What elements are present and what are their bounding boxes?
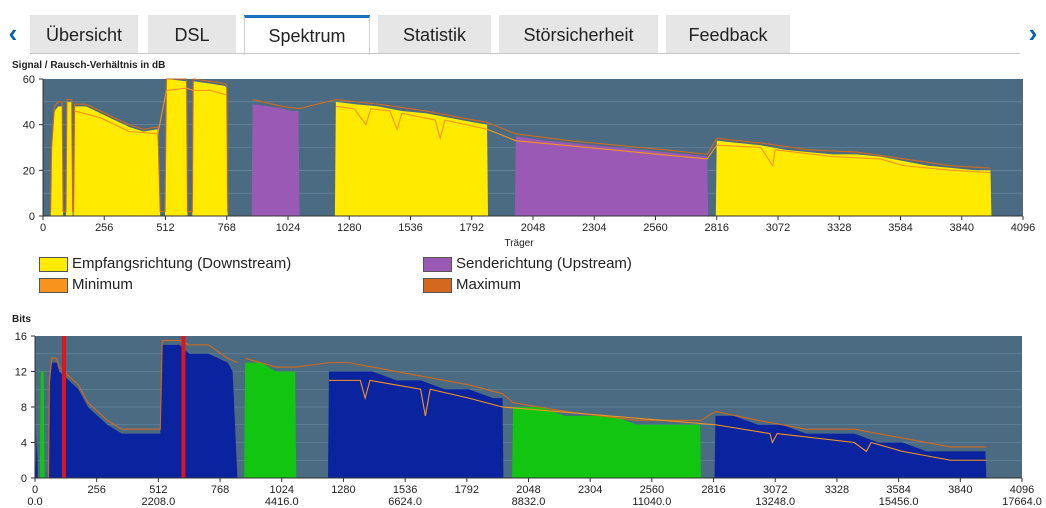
- tab-feedback[interactable]: Feedback: [666, 15, 790, 54]
- snr-line-maximum-0: [50, 78, 229, 212]
- bits-y-tick-label: 0: [21, 473, 27, 485]
- bits-x-secondary-tick-label: 15456.0: [879, 496, 919, 508]
- bits-series-bits_up-1: [39, 371, 45, 478]
- snr-y-tick-label: 40: [23, 120, 35, 132]
- snr-x-tick-label: 2048: [521, 222, 545, 234]
- bits-x-tick-label: 4096: [1010, 484, 1034, 496]
- snr-x-tick-label: 4096: [1011, 222, 1035, 234]
- bits-x-tick-label: 512: [149, 484, 167, 496]
- snr-x-tick-label: 2816: [705, 222, 729, 234]
- bits-x-tick-label: 768: [211, 484, 229, 496]
- bits-marker-1: [181, 336, 186, 478]
- legend-minimum-swatch: [39, 278, 68, 293]
- snr-series-upstream-3: [514, 136, 709, 216]
- snr-series-downstream-0: [50, 79, 228, 216]
- legend-maximum-swatch: [423, 278, 452, 293]
- snr-x-tick-label: 1792: [460, 222, 484, 234]
- legend-minimum-label: Minimum: [72, 276, 133, 293]
- snr-chart: Signal / Rausch-Verhältnis in dB 0 20 40 60…: [12, 60, 1035, 249]
- bits-x-tick-label: 3072: [763, 484, 787, 496]
- tab-bar: ‹ Übersicht DSL Spektrum Statistik Störs…: [0, 0, 1046, 56]
- snr-series-upstream-1: [251, 104, 300, 216]
- snr-x-tick-label: 768: [218, 222, 236, 234]
- bits-x-tick-label: 1024: [270, 484, 294, 496]
- bits-marker-0: [61, 336, 66, 478]
- chevron-left-icon[interactable]: ‹: [8, 18, 18, 48]
- bits-x-tick-label: 3328: [825, 484, 849, 496]
- bits-chart: Bits 0 4 8 12 16 0 256 512 768 1024 1280 1536 1792 20…: [12, 314, 1042, 508]
- bits-y-tick-label: 16: [15, 331, 27, 343]
- chevron-right-icon[interactable]: ›: [1028, 18, 1038, 48]
- snr-x-axis-label: Träger: [504, 238, 534, 249]
- legend-downstream-swatch: [39, 257, 68, 272]
- snr-y-tick-label: 0: [29, 211, 35, 223]
- bits-series-bits_up-2: [244, 362, 297, 478]
- snr-x-tick-label: 3328: [827, 222, 851, 234]
- legend-upstream-swatch: [423, 257, 452, 272]
- bits-line-maximum-1: [244, 357, 987, 448]
- bits-chart-title: Bits: [12, 314, 31, 325]
- bits-x-secondary-tick-label: 2208.0: [142, 496, 176, 508]
- snr-y-tick-label: 20: [23, 165, 35, 177]
- bits-series-bits_down-3: [328, 371, 504, 478]
- snr-line-maximum-2: [252, 98, 991, 169]
- snr-x-tick-label: 3584: [888, 222, 912, 234]
- bits-x-secondary-tick-label: 8832.0: [512, 496, 546, 508]
- tab-spektrum[interactable]: Spektrum: [244, 15, 370, 55]
- snr-x-tick-label: 2560: [643, 222, 667, 234]
- snr-x-tick-label: 256: [95, 222, 113, 234]
- bits-series-bits_up-4: [512, 407, 702, 478]
- bits-x-tick-label: 2304: [578, 484, 602, 496]
- snr-line-minimum-1: [74, 87, 227, 135]
- bits-x-tick-label: 3584: [886, 484, 910, 496]
- snr-series-downstream-4: [715, 140, 992, 216]
- tab-uebersicht[interactable]: Übersicht: [30, 15, 138, 54]
- bits-x-secondary-tick-label: 17664.0: [1002, 496, 1042, 508]
- bits-x-secondary-tick-label: 0.0: [27, 496, 42, 508]
- bits-x-tick-label: 2048: [516, 484, 540, 496]
- tab-dsl[interactable]: DSL: [148, 15, 236, 54]
- bits-x-tick-label: 1792: [455, 484, 479, 496]
- snr-x-tick-label: 0: [40, 222, 46, 234]
- legend-downstream-label: Empfangsrichtung (Downstream): [72, 255, 292, 272]
- bits-x-tick-label: 256: [88, 484, 106, 496]
- snr-x-tick-label: 1280: [337, 222, 361, 234]
- bits-x-secondary-tick-label: 6624.0: [388, 496, 422, 508]
- legend-upstream-label: Senderichtung (Upstream): [456, 255, 632, 272]
- bits-y-tick-label: 4: [21, 438, 27, 450]
- snr-y-tick-label: 60: [23, 74, 35, 86]
- snr-line-minimum-3: [335, 105, 991, 174]
- bits-x-tick-label: 3840: [948, 484, 972, 496]
- bits-x-tick-label: 1280: [331, 484, 355, 496]
- bits-x-secondary-tick-label: 11040.0: [632, 496, 671, 508]
- tab-divider: [30, 53, 1020, 54]
- bits-x-tick-label: 0: [32, 484, 38, 496]
- bits-x-tick-label: 1536: [393, 484, 417, 496]
- bits-series-bits_down-0: [35, 344, 238, 478]
- bits-x-secondary-tick-label: 4416.0: [265, 496, 299, 508]
- tab-stoersicherheit[interactable]: Störsicherheit: [499, 15, 658, 54]
- snr-x-tick-label: 1536: [398, 222, 422, 234]
- legend-maximum-label: Maximum: [456, 276, 522, 293]
- snr-x-tick-label: 3840: [950, 222, 974, 234]
- bits-x-secondary-tick-label: 13248.0: [755, 496, 795, 508]
- bits-y-tick-label: 8: [21, 402, 27, 414]
- snr-x-tick-label: 3072: [766, 222, 790, 234]
- tab-statistik[interactable]: Statistik: [378, 15, 491, 54]
- snr-x-tick-label: 1024: [276, 222, 300, 234]
- bits-line-maximum-0: [47, 339, 238, 479]
- bits-y-tick-label: 12: [15, 367, 27, 379]
- snr-chart-title: Signal / Rausch-Verhältnis in dB: [12, 60, 165, 71]
- bits-series-bits_down-5: [714, 415, 987, 478]
- bits-x-tick-label: 2560: [640, 484, 664, 496]
- bits-x-tick-label: 2816: [701, 484, 725, 496]
- snr-series-downstream-2: [334, 101, 489, 216]
- bits-line-minimum-2: [328, 379, 987, 461]
- snr-x-tick-label: 512: [156, 222, 174, 234]
- snr-x-tick-label: 2304: [582, 222, 606, 234]
